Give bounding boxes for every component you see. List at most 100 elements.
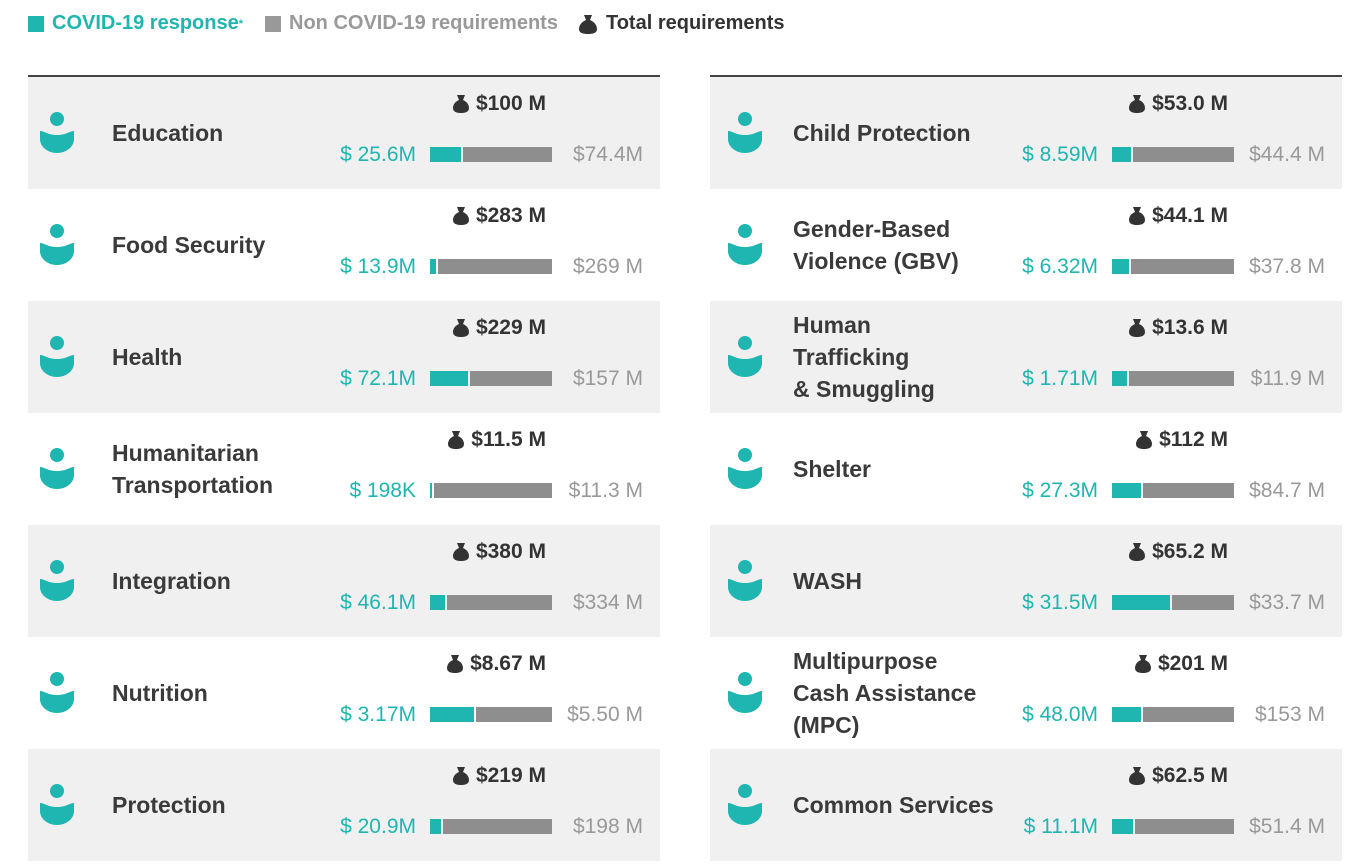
legend-swatch	[28, 15, 44, 32]
covid-bar	[1112, 259, 1130, 274]
sector-name: Common Services	[793, 749, 994, 861]
total: $112 M	[1135, 428, 1228, 452]
sector-icon	[36, 109, 78, 155]
non-covid-bar	[475, 707, 552, 722]
sector-name: Human Trafficking & Smuggling	[793, 301, 935, 413]
bag-icon	[452, 318, 469, 337]
sector-name-line: Violence (GBV)	[793, 248, 959, 274]
covid-bar	[1112, 147, 1132, 162]
total: $283 M	[452, 204, 546, 228]
covid-label: $ 25.6M	[340, 143, 416, 166]
bag-icon	[1129, 318, 1146, 337]
legend: COVID-19 response * Non COVID-19 requirem…	[28, 12, 785, 35]
non-covid-bar	[1129, 371, 1235, 386]
non-covid-bar	[469, 371, 553, 386]
bag-icon	[448, 430, 465, 449]
total-label: $53.0 M	[1152, 92, 1228, 115]
total-label: $229 M	[475, 316, 546, 339]
sector-name-line: (MPC)	[793, 712, 860, 738]
covid-label: $ 11.1M	[1023, 815, 1098, 838]
non-covid-label: $84.7 M	[1249, 479, 1325, 502]
sector-name: Multipurpose Cash Assistance (MPC)	[793, 637, 976, 749]
covid-label: $ 8.59M	[1022, 143, 1098, 166]
covid-label: $ 6.32M	[1022, 255, 1098, 278]
total: $229 M	[452, 316, 546, 340]
sector-row: WASH $65.2 M $ 31.5M $33.7 M	[710, 525, 1342, 637]
total-label: $219 M	[475, 764, 546, 787]
sector-name-line: Nutrition	[112, 680, 208, 706]
non-covid-bar	[462, 147, 552, 162]
sector-name-line: Common Services	[793, 792, 994, 818]
sector-icon	[724, 781, 766, 827]
sector-row: Humanitarian Transportation $11.5 M $ 198K $…	[28, 413, 660, 525]
sector-icon	[724, 221, 766, 267]
sector-icon	[724, 557, 766, 603]
sector-name-line: Humanitarian	[112, 440, 259, 466]
sector-name-line: Transportation	[112, 472, 274, 498]
legend-non-covid: Non COVID-19 requirements	[289, 12, 558, 34]
covid-label: $ 46.1M	[340, 591, 416, 614]
sector-name: Integration	[112, 525, 231, 637]
non-covid-label: $37.8 M	[1249, 255, 1325, 278]
sector-row: Common Services $62.5 M $ 11.1M $51.4 M	[710, 749, 1342, 861]
sector-row: Multipurpose Cash Assistance (MPC) $201 M $ …	[710, 637, 1342, 749]
sector-icon	[724, 669, 766, 715]
non-covid-label: $269 M	[572, 255, 643, 278]
covid-bar	[430, 371, 468, 386]
bag-icon	[578, 14, 597, 34]
total-label: $283 M	[475, 204, 546, 227]
total: $53.0 M	[1128, 92, 1228, 116]
total: $62.5 M	[1128, 764, 1228, 788]
covid-bar	[430, 819, 442, 834]
sector-row: Food Security $283 M $ 13.9M $269 M	[28, 189, 660, 301]
sector-icon	[36, 781, 78, 827]
total: $100 M	[452, 92, 546, 116]
sector-row: Nutrition $8.67 M $ 3.17M $5.50 M	[28, 637, 660, 749]
rule	[710, 75, 1342, 77]
covid-bar	[430, 259, 436, 274]
sector-row: Child Protection $53.0 M $ 8.59M $44.4 M	[710, 77, 1342, 189]
non-covid-label: $5.50 M	[567, 703, 643, 726]
sector-name: Food Security	[112, 189, 265, 301]
total: $8.67 M	[446, 652, 546, 676]
bag-icon	[452, 206, 469, 225]
non-covid-label: $334 M	[572, 591, 643, 614]
non-covid-label: $11.3 M	[568, 479, 643, 502]
sector-name: Protection	[112, 749, 226, 861]
sector-name-line: Health	[112, 344, 183, 370]
total-label: $44.1 M	[1152, 204, 1228, 227]
non-covid-label: $44.4 M	[1249, 143, 1325, 166]
sector-name-line: Child Protection	[793, 120, 971, 146]
sector-row: Integration $380 M $ 46.1M $334 M	[28, 525, 660, 637]
total: $11.5 M	[447, 428, 546, 452]
bag-icon	[1129, 206, 1146, 225]
covid-label: $ 3.17M	[340, 703, 416, 726]
sector-name-line: Integration	[112, 568, 231, 594]
bag-icon	[452, 766, 469, 785]
sector-name-line: Multipurpose	[793, 648, 938, 674]
covid-bar	[430, 147, 461, 162]
sector-icon	[36, 669, 78, 715]
bag-icon	[1129, 542, 1146, 561]
total-label: $100 M	[475, 92, 546, 115]
non-covid-bar	[1135, 819, 1234, 834]
non-covid-bar	[1133, 147, 1234, 162]
covid-bar	[1112, 371, 1128, 386]
covid-bar	[430, 595, 445, 610]
non-covid-label: $11.9 M	[1250, 367, 1325, 390]
sector-name-line: & Smuggling	[793, 376, 935, 402]
total-label: $201 M	[1157, 652, 1228, 675]
sector-row: Health $229 M $ 72.1M $157 M	[28, 301, 660, 413]
sector-name-line: Cash Assistance	[793, 680, 977, 706]
covid-label: $ 20.9M	[340, 815, 416, 838]
total-label: $13.6 M	[1152, 316, 1228, 339]
sector-name: Nutrition	[112, 637, 208, 749]
covid-bar	[430, 483, 433, 498]
bag-icon	[452, 542, 469, 561]
sector-name: WASH	[793, 525, 862, 637]
sector-name-line: Education	[112, 120, 224, 146]
covid-bar	[1112, 819, 1134, 834]
sector-icon	[724, 109, 766, 155]
bag-icon	[1134, 654, 1151, 673]
